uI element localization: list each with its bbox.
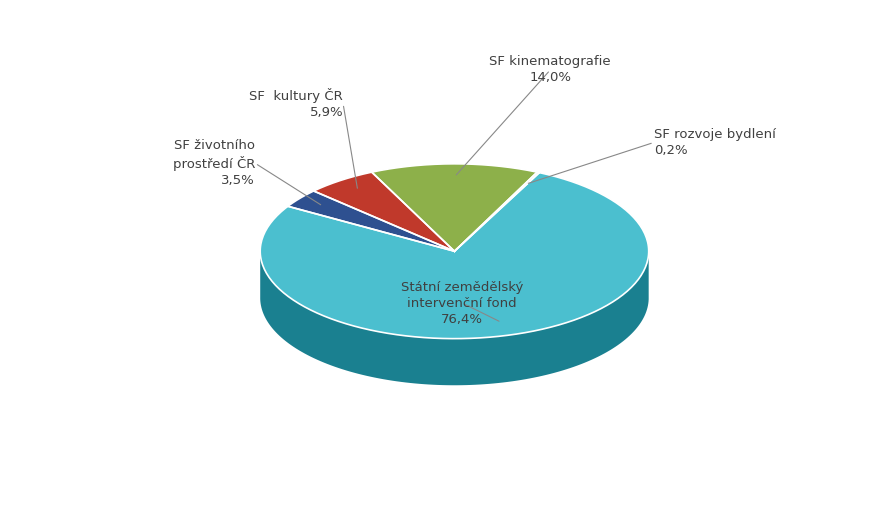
Polygon shape bbox=[455, 172, 540, 251]
Polygon shape bbox=[260, 252, 649, 385]
Text: SF životního
prostředí ČR
3,5%: SF životního prostředí ČR 3,5% bbox=[173, 139, 255, 187]
Polygon shape bbox=[260, 172, 649, 339]
Polygon shape bbox=[313, 172, 455, 251]
Text: SF  kultury ČR
5,9%: SF kultury ČR 5,9% bbox=[249, 88, 343, 119]
Text: Státní zemědělský
intervenční fond
76,4%: Státní zemědělský intervenční fond 76,4% bbox=[401, 281, 524, 325]
Text: SF rozvoje bydlení
0,2%: SF rozvoje bydlení 0,2% bbox=[654, 128, 776, 157]
Text: SF kinematografie
14,0%: SF kinematografie 14,0% bbox=[489, 55, 611, 84]
Polygon shape bbox=[288, 191, 455, 251]
Polygon shape bbox=[372, 164, 537, 251]
